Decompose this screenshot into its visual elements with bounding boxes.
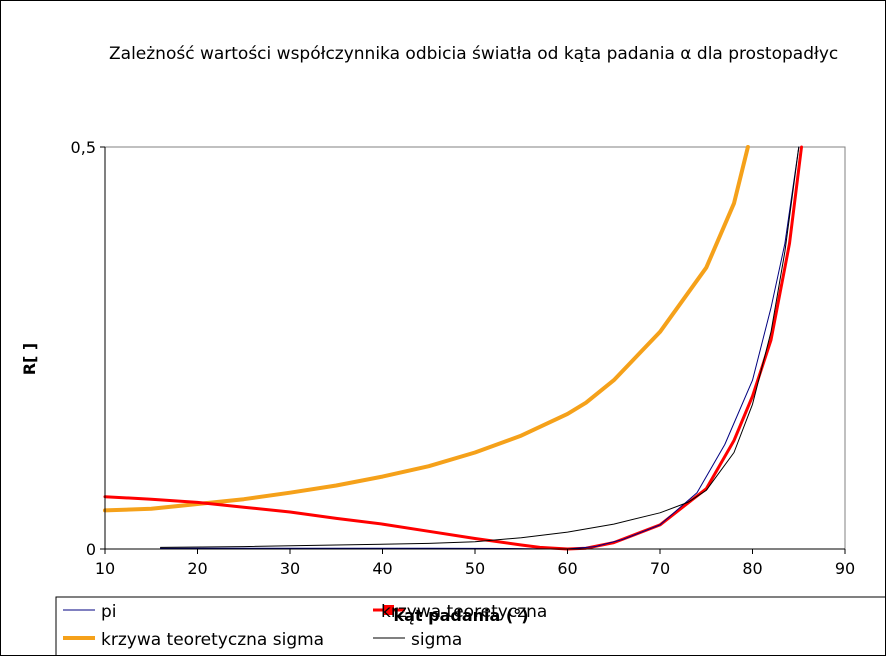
axes-layer: 10 20 30 40 50 60 70 80 90 0 0,5	[71, 138, 856, 578]
legend-box	[55, 596, 885, 655]
legend: pi krzywa teoretyczna krzywa teoretyczna s…	[63, 602, 547, 650]
x-tick-label: 40	[372, 559, 392, 578]
legend-label: sigma	[411, 630, 462, 650]
legend-marker	[384, 605, 394, 615]
x-tick-label: 30	[280, 559, 300, 578]
y-tick-label: 0,5	[71, 138, 96, 157]
x-tick-label: 20	[187, 559, 207, 578]
x-axis-label: kąt padania (°)	[393, 606, 528, 625]
x-tick-label: 10	[95, 559, 115, 578]
series-line-krzywa-teoretyczna-sigma	[103, 145, 750, 513]
x-tick-label: 70	[650, 559, 670, 578]
x-tick-label: 80	[742, 559, 762, 578]
plot-area	[104, 146, 846, 550]
x-tick-label: 90	[835, 559, 855, 578]
legend-label: pi	[101, 602, 117, 622]
y-tick-label: 0	[86, 540, 96, 559]
chart-title: Zależność wartości współczynnika odbicia…	[109, 44, 838, 64]
x-tick-label: 50	[465, 559, 485, 578]
series-line-pi	[160, 146, 800, 550]
series-line-krzywa-teoretyczna	[103, 145, 803, 551]
series-layer	[103, 145, 803, 551]
legend-label: krzywa teoretyczna	[381, 602, 547, 622]
y-axis-label: R[ ]	[20, 343, 39, 376]
legend-label: krzywa teoretyczna sigma	[101, 630, 324, 650]
x-tick-label: 60	[557, 559, 577, 578]
series-line-sigma	[160, 146, 800, 548]
